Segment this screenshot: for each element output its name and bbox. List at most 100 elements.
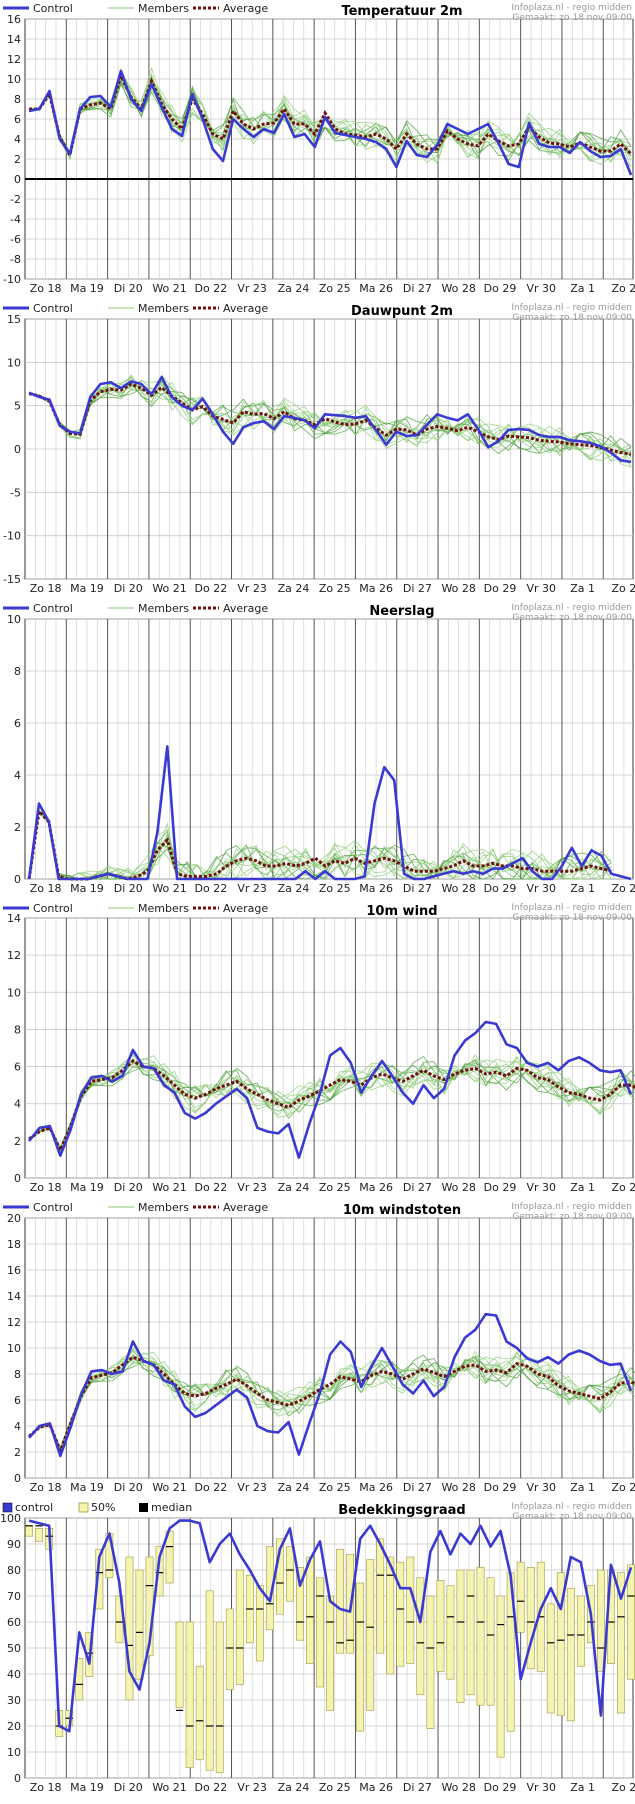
y-tick-label: 16 — [7, 1264, 21, 1277]
x-tick-label: Do 29 — [484, 1781, 517, 1794]
x-tick-label: Za 24 — [278, 582, 310, 595]
x-tick-label: Di 20 — [114, 1781, 143, 1794]
x-tick-label: Do 22 — [195, 882, 228, 895]
x-tick-label: Zo 2 — [612, 1181, 635, 1194]
y-tick-label: 0 — [14, 173, 21, 186]
x-tick-label: Zo 18 — [30, 882, 62, 895]
x-tick-label: Za 1 — [570, 882, 595, 895]
x-tick-label: Do 22 — [195, 282, 228, 295]
y-tick-label: 10 — [7, 1342, 21, 1355]
x-tick-label: Za 24 — [278, 1181, 310, 1194]
y-tick-label: 2 — [14, 1135, 21, 1148]
x-tick-label: Ma 19 — [70, 282, 104, 295]
timestamp-label: Gemaakt: zo 18 nov 09:00 — [512, 613, 632, 623]
band-box — [526, 1567, 535, 1670]
series-member — [29, 76, 632, 157]
band-box — [235, 1569, 244, 1685]
x-tick-label: Wo 21 — [152, 582, 186, 595]
band-box — [296, 1567, 304, 1641]
series-member — [28, 375, 632, 462]
source-label: Infoplaza.nl - regio midden — [511, 3, 632, 13]
series-member — [28, 1062, 635, 1149]
chart-title: 10m windstoten — [343, 1203, 461, 1218]
y-tick-label: 4 — [14, 1420, 21, 1433]
x-tick-label: Zo 2 — [612, 882, 635, 895]
x-tick-label: Vr 23 — [237, 1181, 267, 1194]
series-member — [28, 1359, 635, 1450]
band-box — [25, 1525, 34, 1537]
y-tick-label: 80 — [7, 1564, 21, 1577]
legend-label-members: Members — [138, 302, 189, 315]
legend-label-members: Members — [138, 2, 189, 15]
y-tick-label: -2 — [10, 193, 21, 206]
series-member — [29, 380, 632, 457]
y-tick-label: 14 — [7, 33, 21, 46]
band-box — [215, 1621, 224, 1774]
x-tick-label: Za 24 — [278, 1781, 310, 1794]
y-tick-label: 2 — [14, 821, 21, 834]
y-tick-label: 16 — [7, 13, 21, 26]
series-member — [28, 809, 612, 880]
band-box — [476, 1567, 485, 1706]
band-box — [205, 1590, 214, 1771]
legend-label-control: Control — [33, 302, 73, 315]
timestamp-label: Gemaakt: zo 18 nov 09:00 — [512, 1512, 632, 1522]
x-tick-label: Zo 2 — [612, 582, 635, 595]
x-tick-label: Ma 26 — [359, 1481, 393, 1494]
band-box — [366, 1559, 375, 1711]
chart-title: Bedekkingsgraad — [338, 1503, 465, 1518]
x-tick-label: Zo 25 — [319, 282, 351, 295]
x-tick-label: Ma 19 — [70, 1481, 104, 1494]
y-tick-label: 20 — [7, 1212, 21, 1225]
y-tick-label: 6 — [14, 717, 21, 730]
x-tick-label: Za 1 — [570, 1781, 595, 1794]
band-box — [326, 1595, 334, 1711]
series-member — [29, 376, 632, 462]
x-tick-label: Vr 30 — [527, 1181, 557, 1194]
y-tick-label: 4 — [14, 769, 21, 782]
chart-panel-1: 15 10 5 0 -5 -10 -15 Zo 18 Ma 19 Di 20 Wo 21 Do 22 V… — [3, 302, 635, 595]
legend-label-average: Average — [223, 2, 268, 15]
x-tick-label: Di 20 — [114, 1181, 143, 1194]
legend-label-members: Members — [138, 902, 189, 915]
band-box — [185, 1621, 194, 1768]
x-tick-label: Wo 28 — [441, 282, 475, 295]
y-tick-label: 14 — [7, 912, 21, 925]
x-tick-label: Zo 18 — [30, 582, 62, 595]
series-member — [28, 1056, 635, 1151]
x-tick-label: Wo 28 — [441, 1181, 475, 1194]
x-tick-label: Ma 26 — [359, 882, 393, 895]
series-member — [29, 386, 632, 451]
band-box — [617, 1572, 625, 1714]
series-average — [28, 1355, 635, 1455]
band-box — [486, 1577, 495, 1706]
y-tick-label: 18 — [7, 1238, 21, 1251]
source-label: Infoplaza.nl - regio midden — [511, 903, 632, 913]
x-tick-label: Ma 19 — [70, 1181, 104, 1194]
band-box — [135, 1569, 144, 1680]
timestamp-label: Gemaakt: zo 18 nov 09:00 — [512, 13, 632, 23]
y-tick-label: 0 — [14, 1772, 21, 1785]
y-tick-label: -15 — [3, 573, 21, 586]
x-tick-label: Do 22 — [195, 582, 228, 595]
band-box — [155, 1546, 164, 1597]
series-control — [28, 1312, 633, 1458]
x-tick-label: Vr 23 — [237, 882, 267, 895]
series-member — [28, 1349, 635, 1454]
x-tick-label: Do 29 — [484, 282, 517, 295]
y-tick-label: -4 — [10, 213, 21, 226]
band-box — [95, 1548, 104, 1610]
band-box — [406, 1556, 415, 1664]
band-box — [436, 1580, 445, 1672]
chart-panel-2: 10 8 6 4 2 0 Zo 18 Ma 19 Di 20 Wo 21 Do 22 Vr 23 Za … — [3, 602, 635, 895]
legend-label-control: Control — [33, 1201, 73, 1214]
x-tick-label: Vr 30 — [527, 882, 557, 895]
y-tick-label: 6 — [14, 1394, 21, 1407]
x-tick-label: Zo 18 — [30, 1781, 62, 1794]
legend-label-control: Control — [33, 2, 73, 15]
x-tick-label: Vr 30 — [527, 582, 557, 595]
y-tick-label: -10 — [3, 530, 21, 543]
x-tick-label: Di 27 — [403, 882, 432, 895]
x-tick-label: Do 22 — [195, 1781, 228, 1794]
